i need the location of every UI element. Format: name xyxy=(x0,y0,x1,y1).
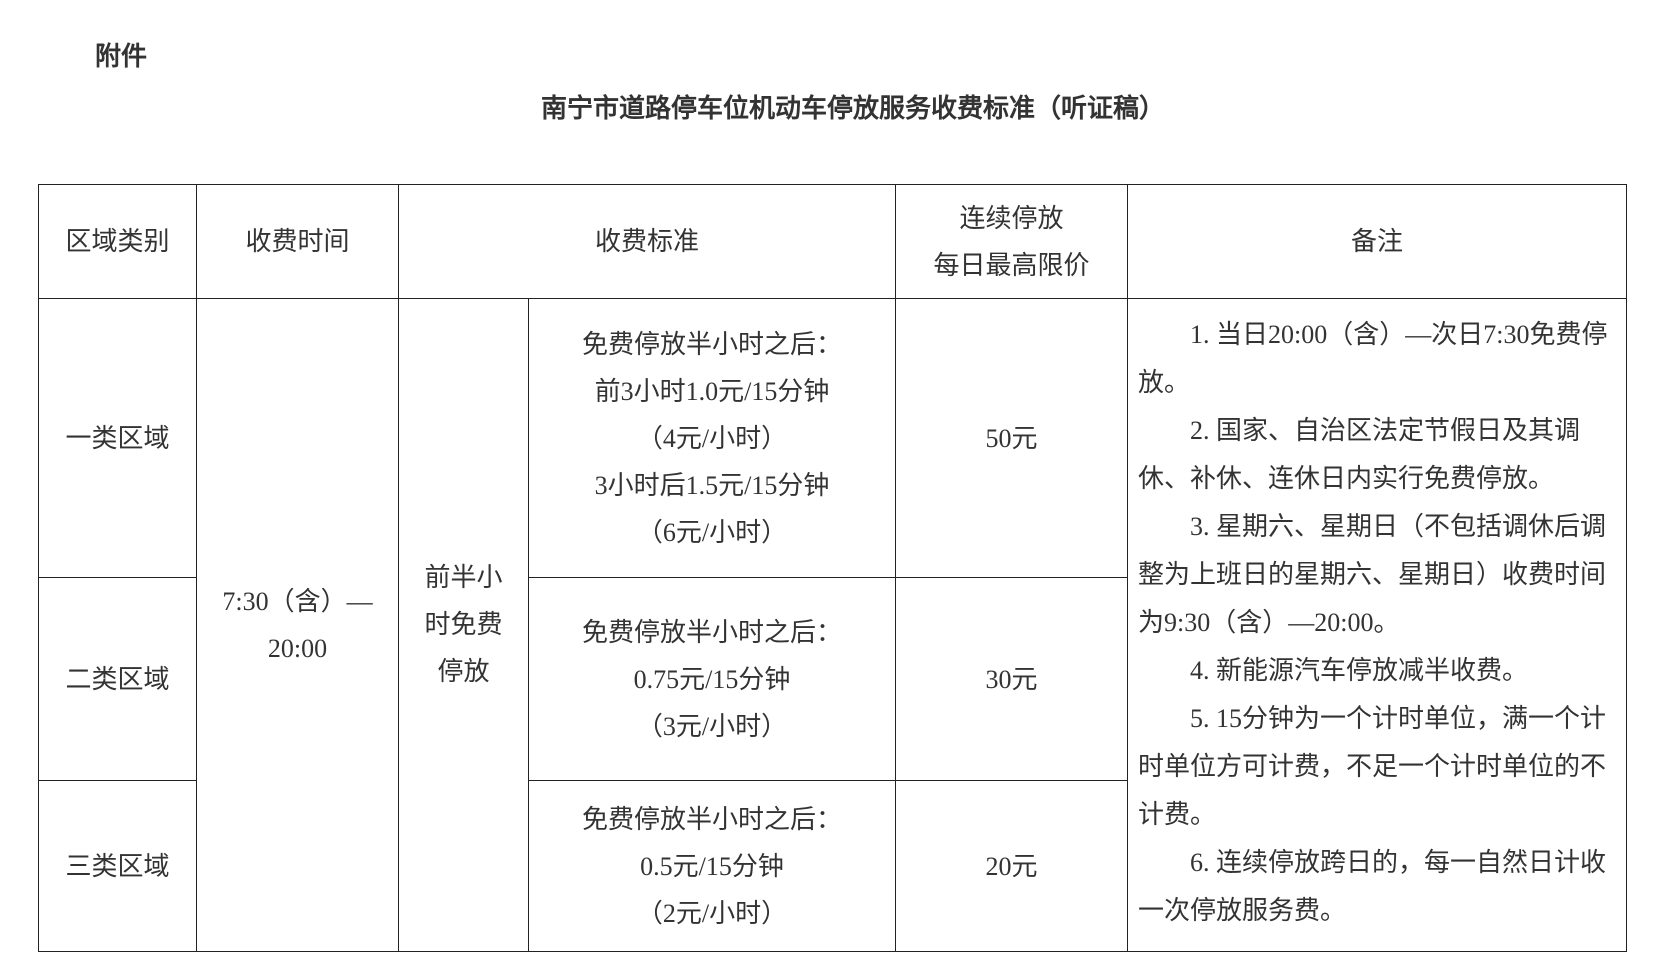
header-time: 收费时间 xyxy=(196,184,399,299)
remark-item: 5. 15分钟为一个计时单位，满一个计时单位方可计费，不足一个计时单位的不计费。 xyxy=(1138,704,1607,829)
free-period-line1: 前半小 xyxy=(424,562,503,593)
document-title: 南宁市道路停车位机动车停放服务收费标准（听证稿） xyxy=(540,94,1165,124)
charge-time-cell: 7:30（含）— 20:00 xyxy=(196,298,399,952)
charge-time-line1: 7:30（含）— xyxy=(222,587,373,616)
standard-line: 3小时后1.5元/15分钟 xyxy=(594,470,830,500)
zone-cell: 二类区域 xyxy=(38,577,197,781)
header-cap-line2: 每日最高限价 xyxy=(933,250,1090,280)
header-cap-line1: 连续停放 xyxy=(959,203,1064,233)
table-row: 一类区域 7:30（含）— 20:00 前半小 时免费 停放 免费停放半小时之后… xyxy=(38,298,1628,952)
standard-cell: 免费停放半小时之后： 0.5元/15分钟 （2元/小时） xyxy=(527,780,897,952)
fee-standard-table: 区域类别 收费时间 收费标准 连续停放 每日最高限价 备注 一类区域 7:30（… xyxy=(38,184,1628,952)
daily-cap-cell: 50元 xyxy=(895,298,1129,578)
remark-item: 6. 连续停放跨日的，每一自然日计收一次停放服务费。 xyxy=(1138,848,1607,925)
attachment-label: 附件 xyxy=(95,42,148,72)
header-daily-cap: 连续停放 每日最高限价 xyxy=(895,184,1129,299)
standard-line: （3元/小时） xyxy=(636,711,788,741)
free-period-line2: 时免费 xyxy=(424,609,503,640)
standard-line: （4元/小时） xyxy=(636,423,788,453)
standard-line: （2元/小时） xyxy=(636,898,788,928)
standard-line: 0.75元/15分钟 xyxy=(633,664,791,694)
table-row: 二类区域 免费停放半小时之后： 0.75元/15分钟 （3元/小时） 30元 xyxy=(38,577,1627,781)
standard-line: 免费停放半小时之后： xyxy=(582,617,843,647)
standard-cell: 免费停放半小时之后： 0.75元/15分钟 （3元/小时） xyxy=(527,577,897,781)
remark-item: 4. 新能源汽车停放减半收费。 xyxy=(1190,656,1529,685)
remark-item: 1. 当日20:00（含）—次日7:30免费停放。 xyxy=(1138,320,1608,397)
standard-line: 0.5元/15分钟 xyxy=(640,851,784,881)
zone-cell: 三类区域 xyxy=(38,780,197,952)
standard-line: （6元/小时） xyxy=(636,517,788,547)
header-zone: 区域类别 xyxy=(38,184,197,299)
table-header-row: 区域类别 收费时间 收费标准 连续停放 每日最高限价 备注 xyxy=(38,184,1628,299)
standard-cell: 免费停放半小时之后： 前3小时1.0元/15分钟 （4元/小时） 3小时后1.5… xyxy=(527,298,897,578)
standard-line: 前3小时1.0元/15分钟 xyxy=(594,376,830,406)
header-remarks: 备注 xyxy=(1127,184,1628,299)
charge-time-line2: 20:00 xyxy=(267,634,328,663)
free-period-cell: 前半小 时免费 停放 xyxy=(398,298,529,952)
standard-line: 免费停放半小时之后： xyxy=(582,329,843,359)
daily-cap-cell: 20元 xyxy=(895,780,1129,952)
remarks-cell: 1. 当日20:00（含）—次日7:30免费停放。 2. 国家、自治区法定节假日… xyxy=(1127,298,1628,952)
zone-cell: 一类区域 xyxy=(38,298,197,578)
free-period-line3: 停放 xyxy=(437,656,490,687)
remark-item: 2. 国家、自治区法定节假日及其调休、补休、连休日内实行免费停放。 xyxy=(1138,416,1581,493)
remark-item: 3. 星期六、星期日（不包括调休后调整为上班日的星期六、星期日）收费时间为9:3… xyxy=(1138,512,1607,637)
daily-cap-cell: 30元 xyxy=(895,577,1129,781)
standard-line: 免费停放半小时之后： xyxy=(582,804,843,834)
table-row: 三类区域 免费停放半小时之后： 0.5元/15分钟 （2元/小时） 20元 xyxy=(38,780,1627,952)
header-standard: 收费标准 xyxy=(397,184,897,299)
